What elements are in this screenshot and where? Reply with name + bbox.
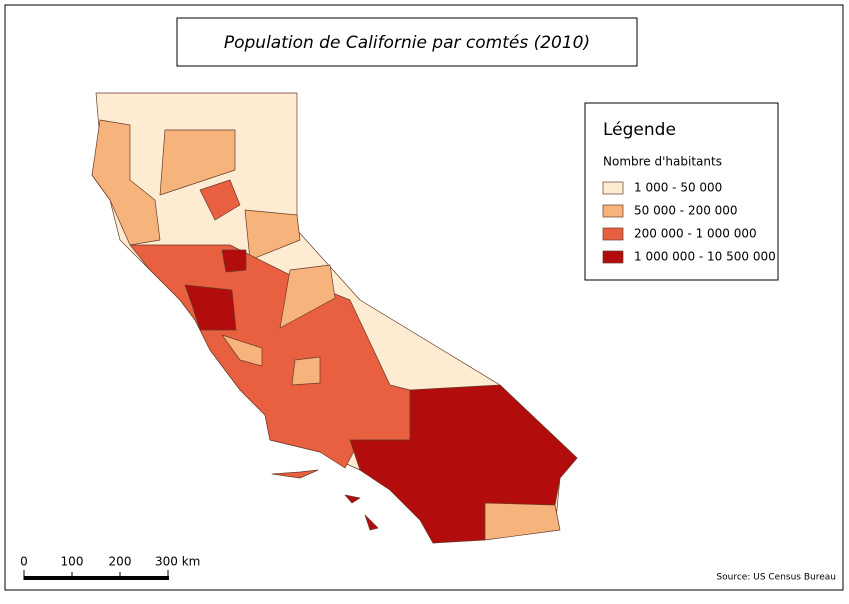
county [244, 209, 301, 261]
legend-label: 200 000 - 1 000 000 [634, 227, 757, 241]
legend-box [584, 102, 779, 281]
title-box [176, 17, 638, 67]
counties [91, 92, 578, 544]
county [279, 264, 336, 329]
county [349, 384, 578, 544]
county [484, 502, 561, 541]
county [221, 334, 263, 367]
county [221, 249, 247, 273]
legend-label: 1 000 - 50 000 [634, 181, 722, 195]
legend-items: 1 000 - 50 000 50 000 - 200 000 200 000 - … [602, 181, 776, 264]
legend-title: Légende [603, 120, 676, 140]
scale-label: 100 [61, 555, 84, 569]
scale-label: 200 [109, 555, 132, 569]
legend-label: 1 000 000 - 10 500 000 [634, 250, 776, 264]
legend-subtitle: Nombre d'habitants [603, 155, 722, 169]
scale-labels: 0 100 200 300 km [20, 555, 200, 569]
island [344, 494, 379, 531]
map-title: Population de Californie par comtés (201… [224, 33, 590, 53]
county [291, 356, 321, 386]
county [91, 119, 161, 246]
source: Source: US Census Bureau [716, 573, 836, 583]
legend-swatch [602, 181, 624, 195]
legend-swatch [602, 227, 624, 241]
scale-label: 300 km [155, 555, 200, 569]
county [184, 284, 237, 331]
scale-bar [23, 570, 169, 580]
legend-swatch [602, 204, 624, 218]
county [159, 129, 236, 196]
legend-swatch [602, 250, 624, 264]
scale-label: 0 [20, 555, 28, 569]
legend-label: 50 000 - 200 000 [634, 204, 738, 218]
scale-bar-bar [24, 576, 169, 580]
county [199, 179, 241, 221]
island [271, 469, 319, 479]
